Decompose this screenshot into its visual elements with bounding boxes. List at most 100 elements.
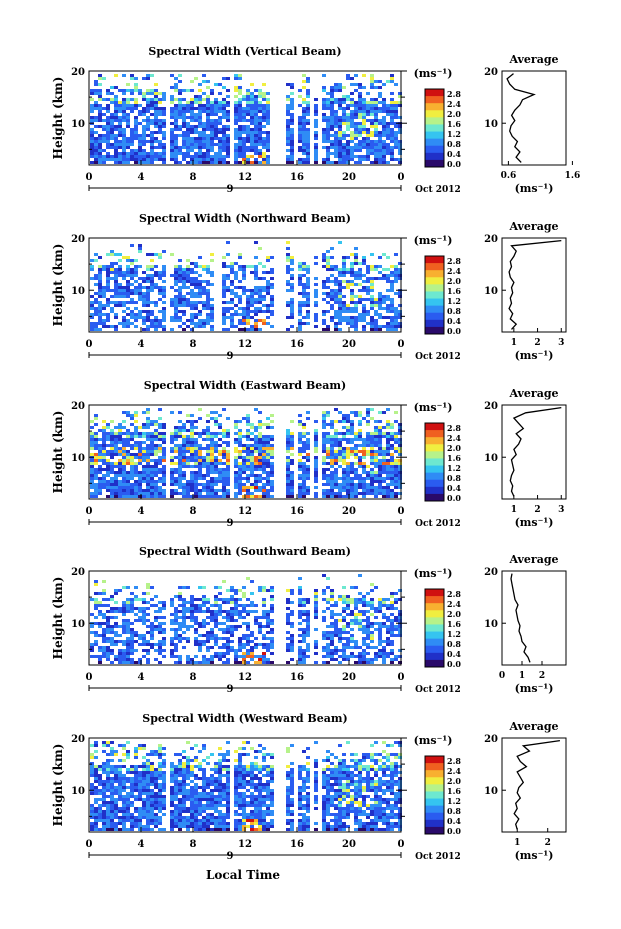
heatmap-cell <box>142 295 146 298</box>
heatmap-cell <box>222 280 226 283</box>
heatmap-cell <box>162 628 166 631</box>
heatmap-cell <box>358 658 362 661</box>
heatmap-cell <box>206 271 210 274</box>
heatmap-cell <box>382 480 386 483</box>
heatmap-cell <box>222 462 226 465</box>
heatmap-cell <box>322 101 326 104</box>
heatmap-cell <box>174 444 178 447</box>
heatmap-cell <box>210 471 214 474</box>
heatmap-cell <box>202 80 206 83</box>
heatmap-cell <box>190 271 194 274</box>
heatmap-cell <box>214 435 218 438</box>
heatmap-cell <box>398 310 402 313</box>
heatmap-cell <box>214 625 218 628</box>
heatmap-cell <box>342 274 346 277</box>
heatmap-cell <box>270 598 274 601</box>
heatmap-cell <box>182 586 186 589</box>
heatmap-cell <box>178 456 182 459</box>
heatmap-cell <box>302 110 306 113</box>
heatmap-cell <box>338 268 342 271</box>
heatmap-cell <box>94 310 98 313</box>
heatmap-cell <box>222 155 226 158</box>
heatmap-cell <box>338 304 342 307</box>
heatmap-cell <box>214 411 218 414</box>
heatmap-cell <box>262 116 266 119</box>
heatmap-cell <box>254 408 258 411</box>
heatmap-cell <box>358 125 362 128</box>
heatmap-cell <box>178 411 182 414</box>
heatmap-cell <box>134 301 138 304</box>
heatmap-cell <box>254 310 258 313</box>
heatmap-cell <box>254 474 258 477</box>
heatmap-cell <box>206 149 210 152</box>
heatmap-cell <box>246 438 250 441</box>
heatmap-cell <box>114 640 118 643</box>
heatmap-cell <box>386 128 390 131</box>
heatmap-cell <box>118 268 122 271</box>
heatmap-cell <box>122 652 126 655</box>
heatmap-cell <box>358 298 362 301</box>
heatmap-cell <box>114 441 118 444</box>
heatmap-cell <box>362 125 366 128</box>
heatmap-cell <box>98 140 102 143</box>
heatmap-cell <box>266 441 270 444</box>
heatmap-cell <box>110 483 114 486</box>
heatmap-cell <box>230 589 234 592</box>
heatmap-cell <box>250 631 254 634</box>
heatmap-cell <box>138 140 142 143</box>
heatmap-cell <box>146 640 150 643</box>
heatmap-cell <box>254 441 258 444</box>
heatmap-cell <box>246 477 250 480</box>
heatmap-cell <box>130 598 134 601</box>
heatmap-cell <box>350 298 354 301</box>
heatmap-cell <box>342 119 346 122</box>
heatmap-cell <box>114 495 118 498</box>
x-tick-label: 16 <box>290 172 304 183</box>
heatmap-cell <box>334 322 338 325</box>
heatmap-cell <box>354 640 358 643</box>
heatmap-cell <box>210 444 214 447</box>
heatmap-cell <box>106 110 110 113</box>
heatmap-cell <box>330 622 334 625</box>
heatmap-cell <box>186 101 190 104</box>
heatmap-cell <box>286 444 290 447</box>
heatmap-cell <box>150 480 154 483</box>
heatmap-cell <box>210 453 214 456</box>
heatmap-cell <box>154 423 158 426</box>
heatmap-cell <box>214 152 218 155</box>
heatmap-cell <box>194 128 198 131</box>
heatmap-cell <box>146 92 150 95</box>
heatmap-cell <box>298 613 302 616</box>
heatmap-cell <box>182 471 186 474</box>
heatmap-cell <box>354 456 358 459</box>
heatmap-cell <box>94 292 98 295</box>
heatmap-cell <box>214 601 218 604</box>
average-y-tick-label: 20 <box>484 234 498 245</box>
heatmap-cell <box>114 107 118 110</box>
heatmap-cell <box>326 577 330 580</box>
heatmap-cell <box>250 459 254 462</box>
heatmap-cell <box>258 140 262 143</box>
heatmap-cell <box>250 580 254 583</box>
heatmap-cell <box>194 301 198 304</box>
heatmap-cell <box>302 631 306 634</box>
heatmap-cell <box>98 158 102 161</box>
heatmap-cell <box>142 471 146 474</box>
heatmap-cell <box>334 292 338 295</box>
heatmap-cell <box>182 435 186 438</box>
heatmap-cell <box>298 649 302 652</box>
heatmap-cell <box>302 462 306 465</box>
heatmap-cell <box>94 634 98 637</box>
heatmap-cell <box>286 125 290 128</box>
heatmap-cell <box>206 265 210 268</box>
heatmap-cell <box>142 280 146 283</box>
heatmap-cell <box>150 432 154 435</box>
heatmap-cell <box>98 92 102 95</box>
heatmap-cell <box>250 146 254 149</box>
heatmap-cell <box>354 101 358 104</box>
heatmap-cell <box>354 149 358 152</box>
heatmap-cell <box>354 253 358 256</box>
heatmap-cell <box>110 325 114 328</box>
heatmap-cell <box>174 634 178 637</box>
heatmap-cell <box>126 474 130 477</box>
